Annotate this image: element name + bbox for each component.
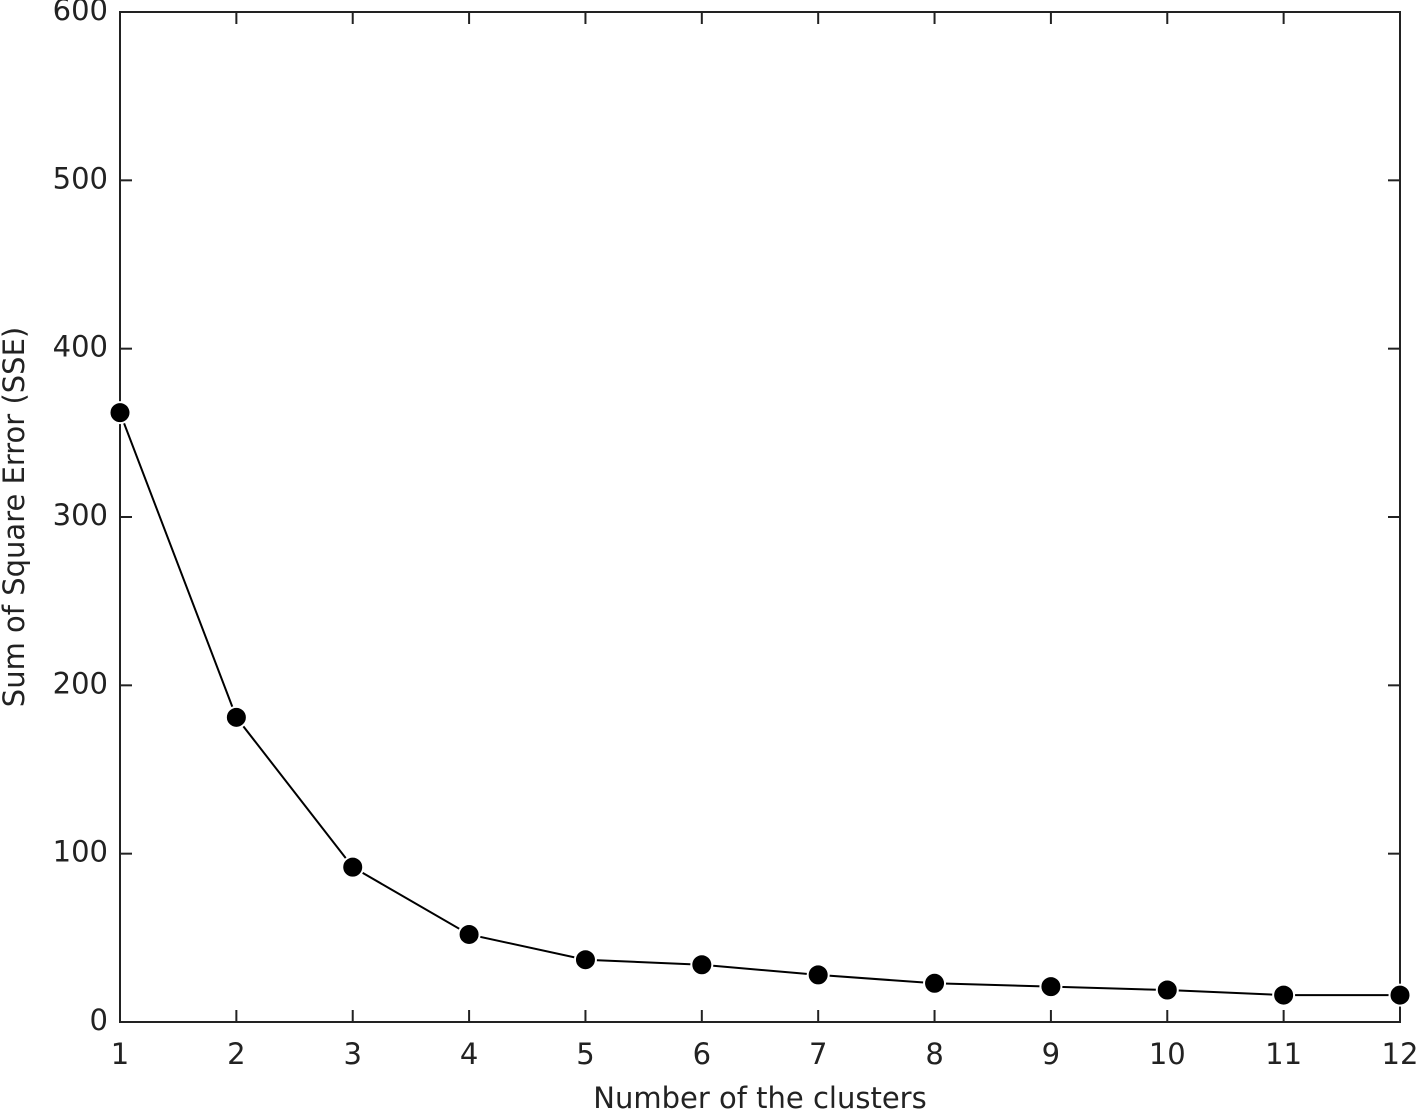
x-axis-label: Number of the clusters — [593, 1081, 926, 1115]
x-tick-label: 1 — [111, 1037, 129, 1071]
series-line — [119, 412, 1400, 997]
x-tick-label: 5 — [576, 1037, 594, 1071]
point — [224, 705, 248, 729]
point — [690, 953, 714, 977]
point — [806, 963, 830, 987]
x-tick-label: 6 — [693, 1037, 711, 1071]
point — [341, 855, 365, 879]
point — [1388, 983, 1412, 1007]
y-tick-label: 500 — [53, 161, 108, 195]
y-tick-label: 400 — [53, 330, 108, 364]
x-tick-label: 11 — [1265, 1037, 1302, 1071]
y-tick-label: 300 — [53, 498, 108, 532]
point — [573, 948, 597, 972]
point — [923, 971, 947, 995]
x-tick-label: 3 — [344, 1037, 362, 1071]
y-tick-label: 200 — [53, 666, 108, 700]
y-tick-label: 100 — [53, 835, 108, 869]
plot-box — [119, 11, 1401, 1023]
x-tick-label: 7 — [809, 1037, 827, 1071]
x-tick-label: 12 — [1382, 1037, 1417, 1071]
y-tick-label: 0 — [90, 1003, 108, 1037]
x-tick-label: 10 — [1149, 1037, 1186, 1071]
x-tick-label: 4 — [460, 1037, 478, 1071]
point — [108, 401, 132, 425]
point — [1039, 975, 1063, 999]
x-tick-label: 8 — [925, 1037, 943, 1071]
y-tick-label: 600 — [53, 0, 108, 27]
x-tick-label: 2 — [227, 1037, 245, 1071]
x-tick-label: 9 — [1042, 1037, 1060, 1071]
point — [1272, 983, 1296, 1007]
point — [1155, 978, 1179, 1002]
point — [457, 922, 481, 946]
y-axis-label: Sum of Square Error (SSE) — [0, 327, 31, 707]
